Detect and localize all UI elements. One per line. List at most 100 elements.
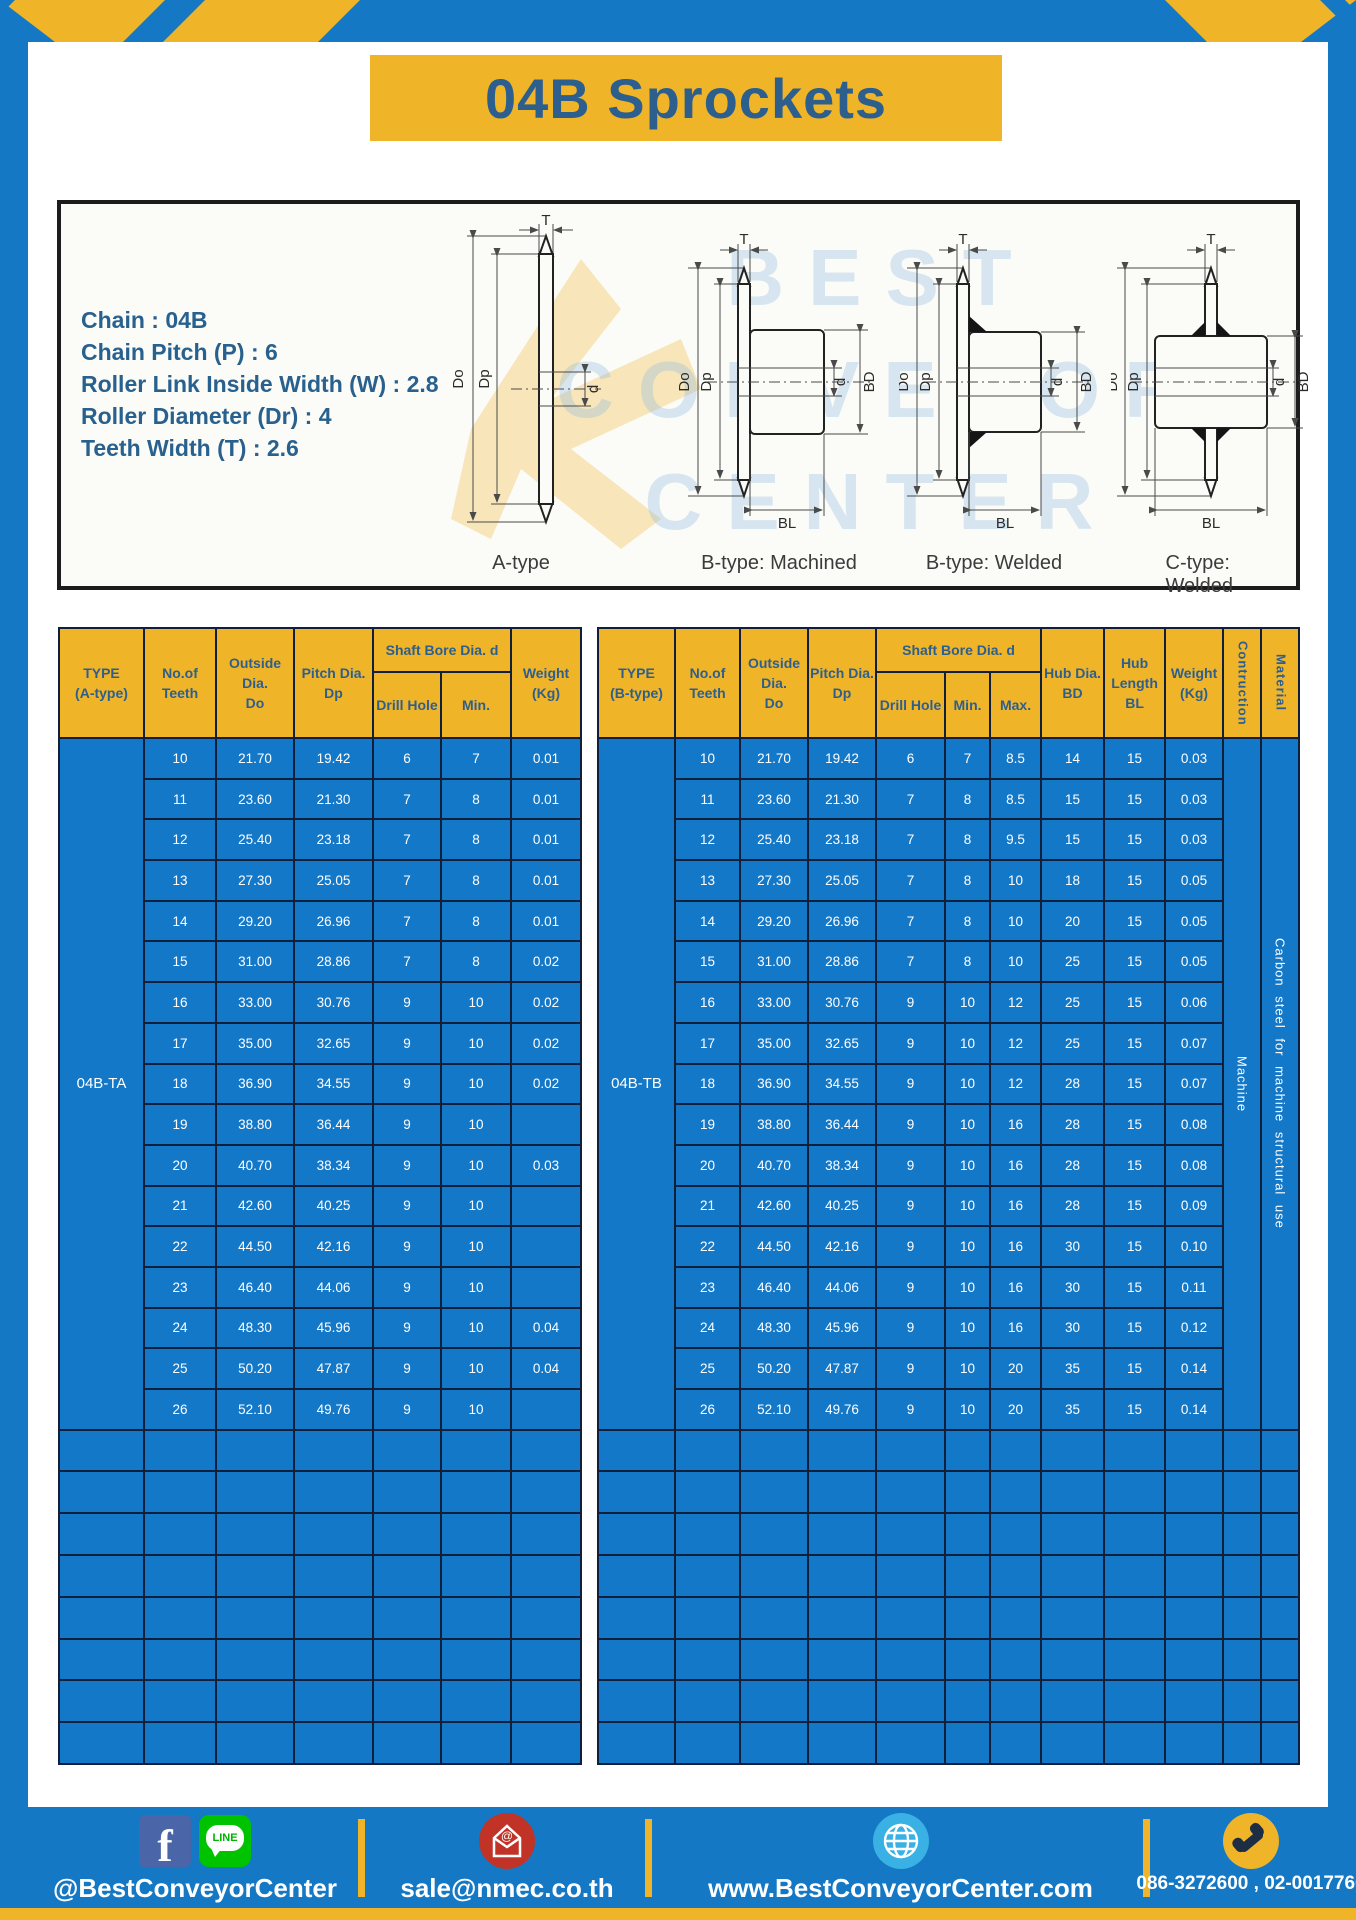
dim-label-do: Do — [1111, 372, 1121, 391]
dim-label-d: d — [832, 378, 849, 386]
col-header-outside-dia: Outside Dia. Do — [739, 627, 810, 739]
table-row: 26 52.10 49.76 9 10 20 35 15 0.14 — [598, 1388, 1299, 1431]
table-cell — [1040, 1428, 1106, 1473]
table-cell: 30.76 — [293, 981, 374, 1024]
dim-label-bl: BL — [778, 515, 796, 532]
table-cell — [439, 1554, 513, 1598]
table-a-header: TYPE (A-type) No.of Teeth Outside Dia. D… — [58, 627, 583, 739]
table-cell: 0.02 — [510, 981, 583, 1024]
table-cell: 38.80 — [739, 1103, 810, 1146]
table-cell: 23 — [674, 1265, 742, 1309]
table-cell: 9 — [372, 1306, 442, 1350]
table-cell: 50.20 — [215, 1347, 295, 1390]
table-cell: 20 — [1040, 899, 1106, 943]
table-cell: 9 — [372, 1021, 442, 1065]
table-cell: 8 — [439, 940, 513, 984]
table-cell — [807, 1721, 878, 1766]
table-cell: 24 — [143, 1306, 217, 1350]
table-cell: 15 — [1103, 1143, 1167, 1187]
spec-line-roller-dia: Roller Diameter (Dr) : 4 — [81, 403, 332, 429]
table-row: 19 38.80 36.44 9 10 — [59, 1103, 583, 1146]
globe-icon — [872, 1813, 929, 1869]
table-cell: 10 — [439, 1347, 513, 1390]
table-cell: 45.96 — [293, 1306, 374, 1350]
table-cell: 7 — [875, 940, 947, 984]
table-cell: 36.90 — [739, 1062, 810, 1106]
table-cell: 12 — [674, 818, 742, 862]
table-cell: 10 — [944, 1306, 992, 1350]
table-row: 13 27.30 25.05 7 8 0.01 — [59, 859, 583, 902]
table-cell: 15 — [1103, 737, 1167, 780]
table-row: 24 48.30 45.96 9 10 0.04 — [59, 1306, 583, 1350]
table-cell — [807, 1679, 878, 1724]
table-cell: 30 — [1040, 1225, 1106, 1268]
table-cell: 15 — [1040, 818, 1106, 862]
table-cell — [989, 1595, 1043, 1640]
table-cell — [739, 1512, 810, 1557]
table-cell: 7 — [372, 818, 442, 862]
table-cell: 25 — [1040, 1021, 1106, 1065]
table-cell: 15 — [1103, 1388, 1167, 1431]
table-cell — [989, 1554, 1043, 1598]
table-cell — [674, 1470, 742, 1515]
table-cell: 40.70 — [215, 1143, 295, 1187]
table-cell: 19.42 — [807, 737, 878, 780]
spec-line-pitch: Chain Pitch (P) : 6 — [81, 339, 278, 365]
table-cell — [989, 1679, 1043, 1724]
col-header-teeth: No.of Teeth — [143, 627, 217, 739]
table-cell: 10 — [944, 1062, 992, 1106]
table-cell — [597, 1721, 677, 1766]
table-cell: 10 — [439, 1306, 513, 1350]
table-cell — [1260, 1512, 1301, 1557]
table-cell: 7 — [875, 818, 947, 862]
table-cell: 10 — [439, 1143, 513, 1187]
table-cell: 16 — [674, 981, 742, 1024]
table-cell — [1103, 1428, 1167, 1473]
table-cell: 47.87 — [807, 1347, 878, 1390]
table-cell — [1260, 1721, 1301, 1766]
table-cell — [293, 1637, 374, 1682]
table-cell — [1040, 1679, 1106, 1724]
table-cell: 38.34 — [293, 1143, 374, 1187]
table-cell — [875, 1595, 947, 1640]
col-header-hub-dia: Hub Dia. BD — [1040, 627, 1106, 739]
table-cell: 15 — [1103, 1062, 1167, 1106]
table-cell: 0.04 — [510, 1306, 583, 1350]
drawing-c-type-welded: T Do Dp d BD — [1111, 232, 1311, 532]
table-cell: 25.05 — [807, 859, 878, 902]
table-cell: 0.03 — [1164, 737, 1225, 780]
table-cell: 30 — [1040, 1265, 1106, 1309]
table-cell: 28 — [1040, 1062, 1106, 1106]
table-cell: 18 — [143, 1062, 217, 1106]
table-cell: 8 — [439, 818, 513, 862]
table-cell — [439, 1637, 513, 1682]
table-cell — [1260, 1595, 1301, 1640]
table-cell — [875, 1512, 947, 1557]
table-cell: 8 — [944, 777, 992, 821]
table-cell — [1222, 1428, 1263, 1473]
table-cell: 16 — [989, 1103, 1043, 1146]
table-cell — [674, 1637, 742, 1682]
table-cell: 8 — [944, 940, 992, 984]
table-cell: 21.70 — [739, 737, 810, 780]
table-cell — [1103, 1595, 1167, 1640]
table-cell: 32.65 — [293, 1021, 374, 1065]
table-cell: 31.00 — [739, 940, 810, 984]
table-cell: 0.14 — [1164, 1347, 1225, 1390]
table-cell: 12 — [989, 1021, 1043, 1065]
table-row: 16 33.00 30.76 9 10 12 25 15 0.06 — [598, 981, 1299, 1024]
table-cell: 25 — [674, 1347, 742, 1390]
email-icon: @ — [479, 1813, 535, 1869]
table-cell: 15 — [1103, 818, 1167, 862]
table-cell: 25 — [1040, 940, 1106, 984]
diagram-panel: BEST CONVEYOR CENTER Chain : 04B Chain P… — [57, 200, 1311, 597]
table-cell — [739, 1595, 810, 1640]
table-row: 04B-TB 10 21.70 19.42 6 7 8.5 14 15 0.03 Machine Ca… — [597, 737, 1301, 1431]
table-cell: 0.06 — [1164, 981, 1225, 1024]
table-cell: 44.06 — [293, 1265, 374, 1309]
table-cell — [58, 1428, 145, 1473]
table-cell — [1222, 1721, 1263, 1766]
table-cell: 46.40 — [215, 1265, 295, 1309]
table-cell: 20 — [674, 1143, 742, 1187]
table-cell: 0.02 — [510, 940, 583, 984]
